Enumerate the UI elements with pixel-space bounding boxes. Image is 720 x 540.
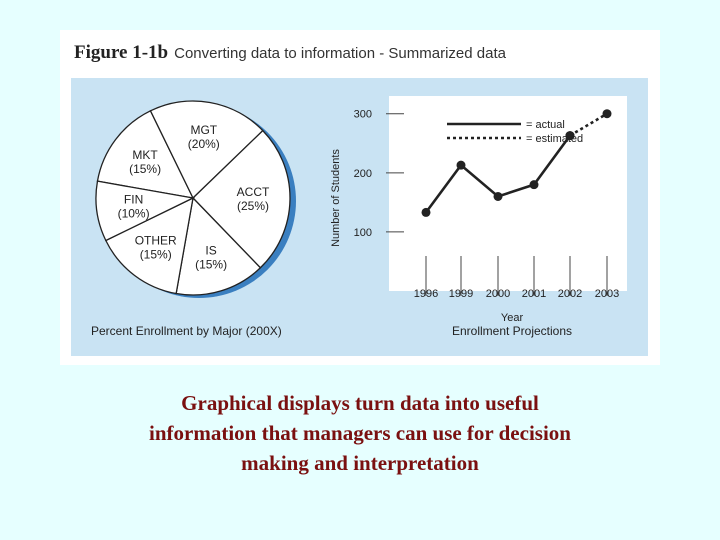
x-axis-label: Year [501,312,524,324]
pie-label-fin: FIN [124,192,143,206]
legend-label-estimated: = estimated [526,133,583,145]
pie-label-is: IS [205,243,216,257]
figure-number: Figure 1-1b [74,42,169,63]
pie-pct-fin: (10%) [118,206,150,220]
point-actual-2001 [529,180,539,190]
charts-svg: MKT(15%)MGT(20%)ACCT(25%)IS(15%)OTHER(15… [91,96,627,338]
x-tick-label-1996: 1996 [414,288,438,300]
pie-slice-mgt [149,100,264,200]
pie-pct-is: (15%) [195,257,227,271]
pie-slice-fin [95,180,196,242]
point-actual-1996 [421,207,431,217]
series-line-estimated [569,112,608,137]
caption-line-3: making and interpretation [241,451,479,475]
point-estimated-2002 [565,131,575,141]
caption-line-1: Graphical displays turn data into useful [181,391,539,415]
pie-title: Percent Enrollment by Major (200X) [91,324,282,338]
figure-subtitle: Converting data to information - Summari… [174,45,506,62]
pie-label-mgt: MGT [190,123,217,137]
y-axis-label: Number of Students [330,149,342,247]
pie-pct-other: (15%) [140,248,172,262]
x-tick-label-2002: 2002 [558,288,582,300]
pie-pct-acct: (25%) [237,199,269,213]
point-estimated-2003 [602,109,612,119]
pie-slice-other [104,196,194,295]
y-tick-label-100: 100 [354,227,372,239]
x-tick-label-2003: 2003 [595,288,619,300]
pie-slice-is [175,196,262,296]
y-tick-label-300: 300 [354,109,372,121]
point-actual-2000 [493,191,503,201]
slide-caption: Graphical displays turn data into useful… [90,388,630,478]
point-actual-1999 [456,160,466,170]
pie-label-other: OTHER [135,234,177,248]
figure-heading: Figure 1-1b Converting data to informatio… [74,42,506,64]
pie-slice-mkt [96,109,195,199]
pie-slice-acct [192,129,291,269]
pie-label-mkt: MKT [132,148,158,162]
pie-pct-mgt: (20%) [188,137,220,151]
pie-pct-mkt: (15%) [129,162,161,176]
x-tick-label-2000: 2000 [486,288,510,300]
chart-panel: MKT (15%) MGT (20%) ACCT (25%) IS (15%) OTHER (15… [71,78,648,356]
line-chart-title: Enrollment Projections [452,324,572,338]
caption-line-2: information that managers can use for de… [149,421,571,445]
y-tick-label-200: 200 [354,168,372,180]
figure-card: Figure 1-1b Converting data to informatio… [60,30,660,365]
x-tick-label-2001: 2001 [522,288,546,300]
x-tick-label-1999: 1999 [449,288,473,300]
legend-label-actual: = actual [526,119,565,131]
pie-label-acct: ACCT [237,185,270,199]
